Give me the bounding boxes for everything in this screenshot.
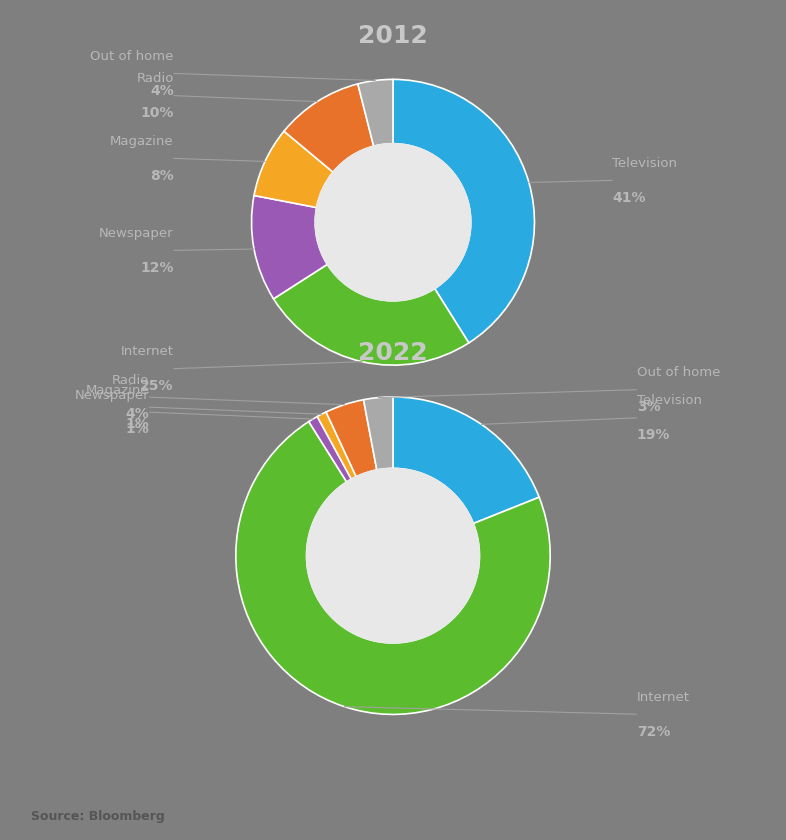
Text: Out of home: Out of home [90,50,174,63]
Text: 3%: 3% [637,400,660,414]
Text: Internet: Internet [637,690,689,704]
Text: Television: Television [637,395,702,407]
Wedge shape [364,397,393,470]
Wedge shape [284,84,373,172]
Text: Source: Bloomberg: Source: Bloomberg [31,811,165,823]
Text: 1%: 1% [126,423,149,437]
Text: 10%: 10% [141,106,174,120]
Text: Television: Television [612,157,678,170]
Text: Radio: Radio [112,374,149,386]
Wedge shape [309,417,351,482]
Text: Magazine: Magazine [86,384,149,396]
Circle shape [307,469,479,643]
Text: Magazine: Magazine [110,135,174,148]
Wedge shape [358,80,393,146]
Text: 41%: 41% [612,191,646,205]
Text: 25%: 25% [140,379,174,393]
Wedge shape [318,412,356,479]
Circle shape [315,144,471,301]
Wedge shape [274,265,468,365]
Text: Internet: Internet [121,345,174,359]
Wedge shape [254,131,333,207]
Text: Newspaper: Newspaper [75,389,149,402]
Wedge shape [236,422,550,714]
Wedge shape [393,397,539,523]
Text: 72%: 72% [637,725,670,738]
Wedge shape [326,400,376,476]
Text: Out of home: Out of home [637,366,720,380]
Text: 2012: 2012 [358,24,428,48]
Wedge shape [252,196,327,299]
Text: 12%: 12% [140,260,174,275]
Text: 8%: 8% [150,169,174,183]
Text: 1%: 1% [126,417,149,432]
Text: Radio: Radio [136,72,174,86]
Text: 4%: 4% [126,407,149,422]
Text: Newspaper: Newspaper [99,227,174,240]
Text: 4%: 4% [150,84,174,97]
Wedge shape [393,80,534,343]
Text: 19%: 19% [637,428,670,442]
Text: 2022: 2022 [358,341,428,365]
